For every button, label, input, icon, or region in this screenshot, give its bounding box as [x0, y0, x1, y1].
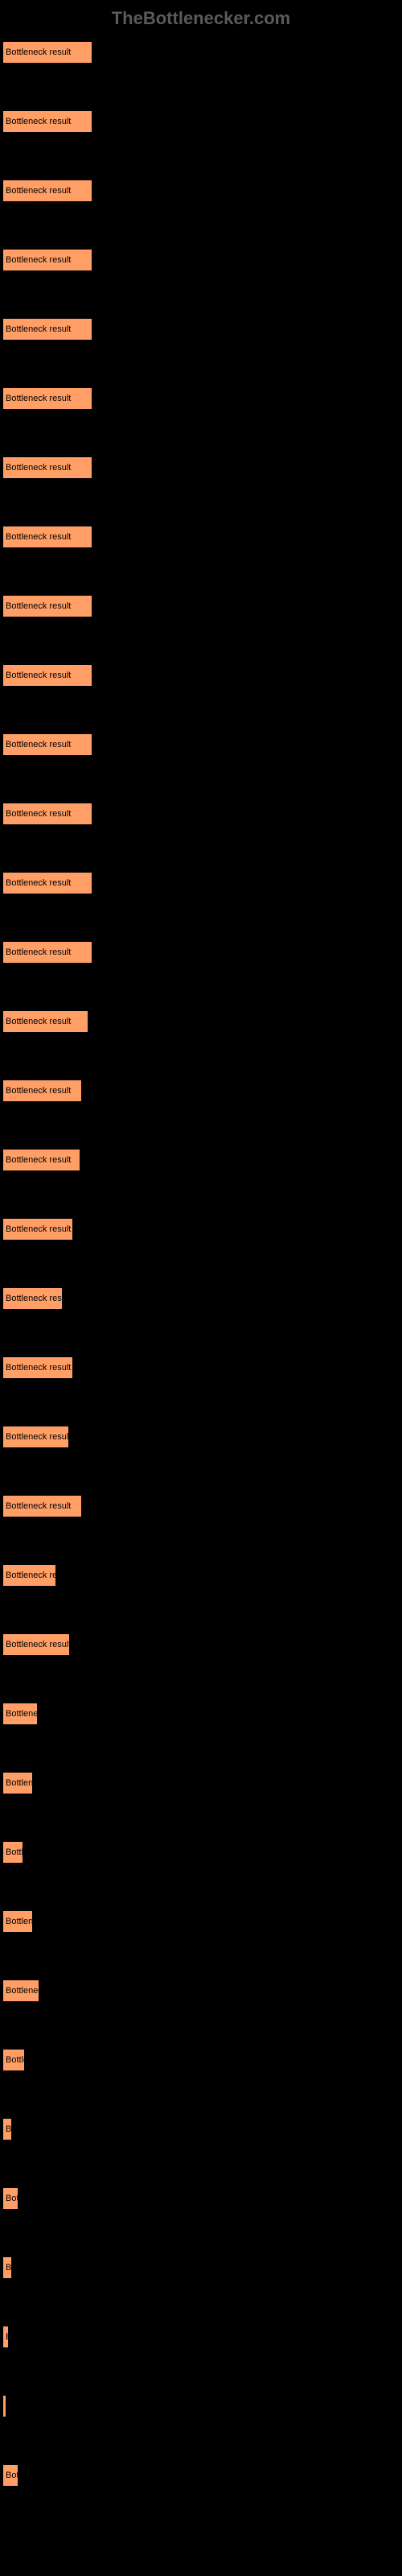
bar-row: Bottleneck result	[2, 2464, 402, 2487]
bar-row: Bottleneck result	[2, 1426, 402, 1448]
bar-row: Bottleneck result	[2, 2187, 402, 2210]
bar-row: Bottleneck result	[2, 318, 402, 341]
bar-row: Bottleneck result	[2, 2049, 402, 2071]
bar-row: Bottleneck result	[2, 110, 402, 133]
bar-row: Bottleneck result	[2, 1564, 402, 1587]
bar-row: Bottleneck result	[2, 1910, 402, 1933]
bar-row: Bottleneck result	[2, 1356, 402, 1379]
bar-row: Bottleneck result	[2, 2326, 402, 2348]
bar: Bottleneck result	[2, 872, 92, 894]
bar: Bottleneck result	[2, 2395, 6, 2417]
bar: Bottleneck result	[2, 2118, 12, 2140]
bar: Bottleneck result	[2, 526, 92, 548]
bar: Bottleneck result	[2, 1633, 70, 1656]
bar-row: Bottleneck result	[2, 733, 402, 756]
bar-row: Bottleneck result	[2, 180, 402, 202]
bar: Bottleneck result	[2, 456, 92, 479]
bar-row: Bottleneck result	[2, 249, 402, 271]
bar-row: Bottleneck result	[2, 1633, 402, 1656]
bar-row: Bottleneck result	[2, 1703, 402, 1725]
bar: Bottleneck result	[2, 41, 92, 64]
bar-row: Bottleneck result	[2, 1287, 402, 1310]
bar-row: Bottleneck result	[2, 872, 402, 894]
bar: Bottleneck result	[2, 110, 92, 133]
bar: Bottleneck result	[2, 595, 92, 617]
bar: Bottleneck result	[2, 1495, 82, 1517]
bar-row: Bottleneck result	[2, 664, 402, 687]
bar: Bottleneck result	[2, 1979, 39, 2002]
bar-row: Bottleneck result	[2, 1080, 402, 1102]
bar-row: Bottleneck result	[2, 2256, 402, 2279]
bar-chart: Bottleneck result Bottleneck result Bottle…	[0, 41, 402, 2487]
bar-row: Bottleneck result	[2, 1218, 402, 1241]
bar: Bottleneck result	[2, 2187, 18, 2210]
bar: Bottleneck result	[2, 1010, 88, 1033]
bar-row: Bottleneck result	[2, 2118, 402, 2140]
bar: Bottleneck result	[2, 941, 92, 964]
bar-row: Bottleneck result	[2, 595, 402, 617]
bar-row: Bottleneck result	[2, 2395, 402, 2417]
bar-row: Bottleneck result	[2, 1495, 402, 1517]
bar: Bottleneck result	[2, 2256, 12, 2279]
bar-row: Bottleneck result	[2, 1010, 402, 1033]
bar: Bottleneck result	[2, 1564, 56, 1587]
bar: Bottleneck result	[2, 1287, 63, 1310]
bar-row: Bottleneck result	[2, 803, 402, 825]
watermark-text: TheBottlenecker.com	[0, 8, 402, 29]
bar: Bottleneck result	[2, 318, 92, 341]
bar-row: Bottleneck result	[2, 941, 402, 964]
bar: Bottleneck result	[2, 2326, 9, 2348]
bar-row: Bottleneck result	[2, 456, 402, 479]
bar: Bottleneck result	[2, 733, 92, 756]
bar: Bottleneck result	[2, 1426, 69, 1448]
bar: Bottleneck result	[2, 664, 92, 687]
bar: Bottleneck result	[2, 2464, 18, 2487]
bar: Bottleneck result	[2, 2049, 25, 2071]
bar-row: Bottleneck result	[2, 41, 402, 64]
bar-row: Bottleneck result	[2, 1149, 402, 1171]
bar: Bottleneck result	[2, 1149, 80, 1171]
bar: Bottleneck result	[2, 1841, 23, 1864]
bar: Bottleneck result	[2, 387, 92, 410]
bar: Bottleneck result	[2, 180, 92, 202]
bar-row: Bottleneck result	[2, 387, 402, 410]
bar: Bottleneck result	[2, 1218, 73, 1241]
bar: Bottleneck result	[2, 1772, 33, 1794]
bar: Bottleneck result	[2, 1080, 82, 1102]
bar: Bottleneck result	[2, 1356, 73, 1379]
bar-row: Bottleneck result	[2, 1841, 402, 1864]
bar: Bottleneck result	[2, 1703, 38, 1725]
bar-row: Bottleneck result	[2, 1772, 402, 1794]
bar-row: Bottleneck result	[2, 1979, 402, 2002]
bar: Bottleneck result	[2, 803, 92, 825]
bar: Bottleneck result	[2, 1910, 33, 1933]
bar: Bottleneck result	[2, 249, 92, 271]
bar-row: Bottleneck result	[2, 526, 402, 548]
